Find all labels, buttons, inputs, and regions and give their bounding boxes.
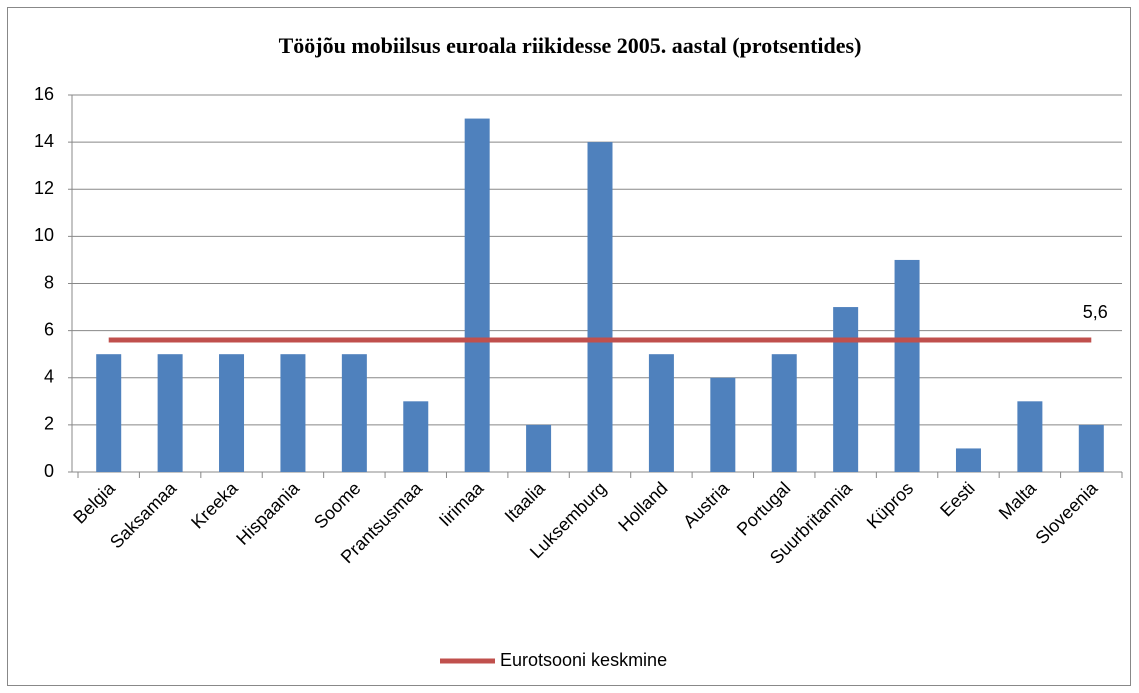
y-tick-label: 12: [34, 178, 54, 198]
bar: [157, 354, 183, 472]
y-tick-label: 6: [44, 319, 54, 339]
y-tick-label: 14: [34, 131, 54, 151]
chart-title: Tööjõu mobiilsus euroala riikidesse 2005…: [279, 33, 862, 58]
bar: [955, 448, 981, 472]
bar: [587, 142, 613, 472]
bar: [341, 354, 367, 472]
bar: [648, 354, 674, 472]
legend-label: Eurotsooni keskmine: [500, 650, 667, 670]
y-tick-label: 10: [34, 225, 54, 245]
bar: [1017, 401, 1043, 472]
bar: [403, 401, 429, 472]
y-tick-label: 2: [44, 414, 54, 434]
y-tick-label: 0: [44, 461, 54, 481]
bar: [894, 259, 920, 472]
bar: [710, 377, 736, 472]
y-tick-label: 4: [44, 367, 54, 387]
bar: [526, 424, 552, 472]
reference-label: 5,6: [1083, 302, 1108, 322]
bar: [219, 354, 245, 472]
y-tick-label: 8: [44, 272, 54, 292]
chart-border: [7, 7, 1131, 686]
bar: [833, 307, 859, 472]
bar: [280, 354, 306, 472]
y-tick-label: 16: [34, 84, 54, 104]
bar: [96, 354, 122, 472]
bar: [464, 118, 490, 472]
bar: [771, 354, 797, 472]
bar: [1078, 424, 1104, 472]
